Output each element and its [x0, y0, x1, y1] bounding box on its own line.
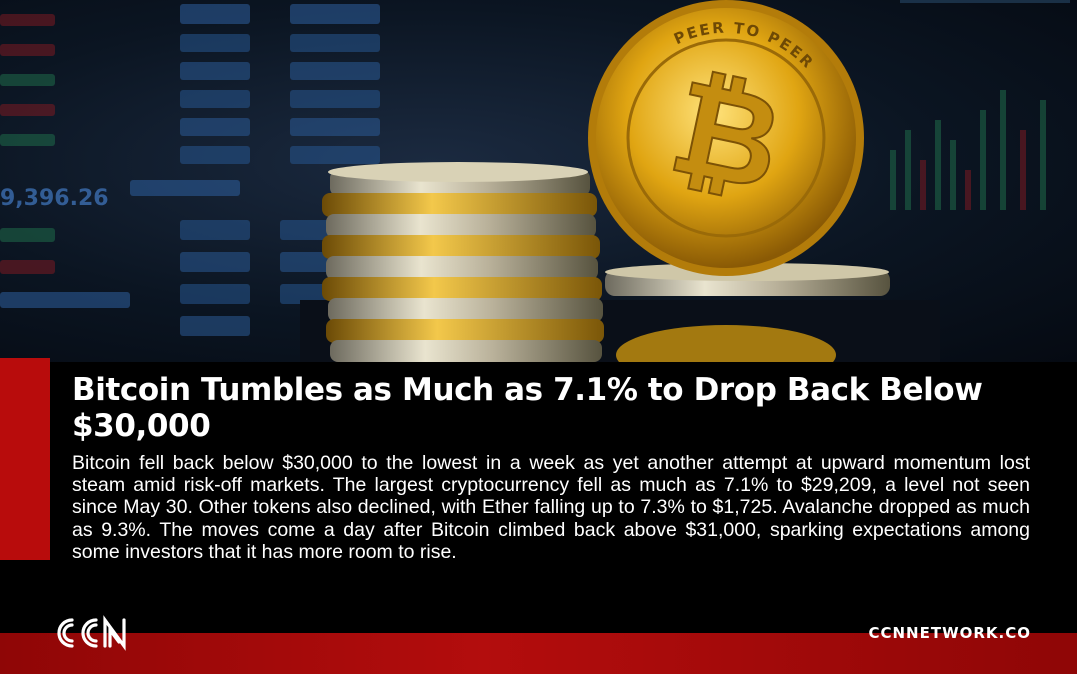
article-panel: Bitcoin Tumbles as Much as 7.1% to Drop … [50, 362, 1035, 607]
bitcoin-coin: ₿ PEER TO PEER [588, 0, 864, 276]
ticker-value-text: 9,396.26 [0, 186, 109, 211]
hero-image: 9,396.26 ₿ PEER TO PEER [0, 0, 1077, 362]
article-headline: Bitcoin Tumbles as Much as 7.1% to Drop … [72, 372, 983, 444]
website-label: CCNNETWORK.CO [868, 624, 1031, 642]
ticker-board-background [0, 0, 1070, 336]
red-accent-bar [0, 358, 50, 560]
coin-stack [322, 162, 604, 362]
coin-reflection [616, 325, 836, 362]
footer-red-band [0, 633, 1077, 674]
bitcoin-coins-illustration: 9,396.26 ₿ PEER TO PEER [0, 0, 1070, 362]
article-body: Bitcoin fell back below $30,000 to the l… [72, 452, 1030, 563]
ccn-logo [57, 615, 126, 651]
